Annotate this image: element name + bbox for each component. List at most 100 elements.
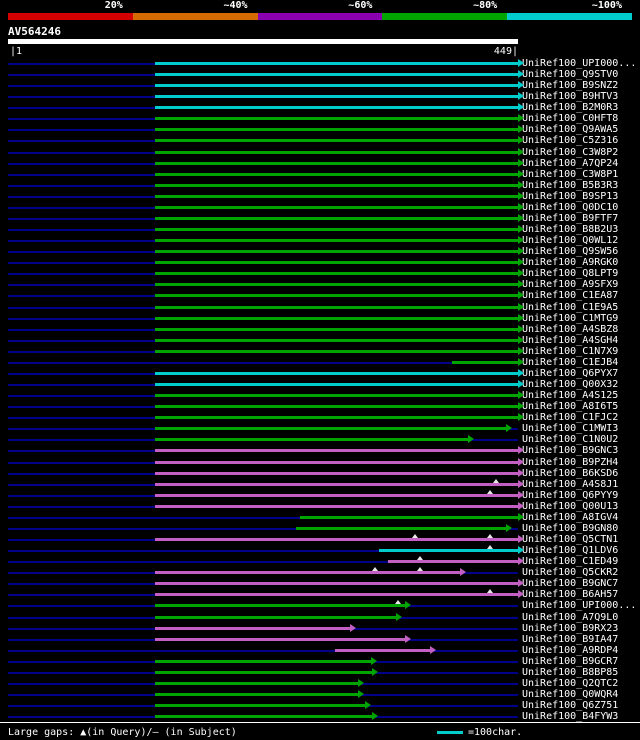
hit-label[interactable]: UniRef100_C5Z316	[522, 135, 619, 147]
hit-label[interactable]: UniRef100_Q9STV0	[522, 69, 619, 81]
hit-alignment-bar[interactable]	[335, 645, 436, 654]
hit-label[interactable]: UniRef100_Q0WL12	[522, 235, 619, 247]
hit-alignment-bar[interactable]	[155, 70, 524, 79]
hit-alignment-bar[interactable]	[155, 478, 524, 488]
hit-label[interactable]: UniRef100_A7QP24	[522, 157, 619, 169]
hit-label[interactable]: UniRef100_Q6PYY9	[522, 489, 619, 501]
hit-alignment-bar[interactable]	[155, 213, 524, 222]
hit-label[interactable]: UniRef100_C1MWI3	[522, 423, 619, 435]
hit-label[interactable]: UniRef100_A8I6T5	[522, 401, 619, 413]
hit-alignment-bar[interactable]	[155, 424, 512, 433]
hit-label[interactable]: UniRef100_Q6PYX7	[522, 367, 619, 379]
hit-alignment-bar[interactable]	[155, 302, 524, 311]
hit-label[interactable]: UniRef100_Q6Z751	[522, 700, 619, 712]
hit-alignment-bar[interactable]	[155, 324, 524, 333]
hit-label[interactable]: UniRef100_A9RDP4	[522, 644, 619, 656]
hit-alignment-bar[interactable]	[155, 402, 524, 411]
hit-alignment-bar[interactable]	[155, 391, 524, 400]
hit-alignment-bar[interactable]	[155, 567, 467, 577]
hit-alignment-bar[interactable]	[155, 136, 524, 145]
hit-alignment-bar[interactable]	[155, 103, 524, 112]
hit-alignment-bar[interactable]	[155, 180, 524, 189]
hit-alignment-bar[interactable]	[155, 380, 524, 389]
hit-alignment-bar[interactable]	[155, 269, 524, 278]
hit-alignment-bar[interactable]	[387, 556, 524, 566]
hit-label[interactable]: UniRef100_Q2QTC2	[522, 677, 619, 689]
hit-label[interactable]: UniRef100_B9GN80	[522, 522, 619, 534]
hit-alignment-bar[interactable]	[155, 291, 524, 300]
hit-alignment-bar[interactable]	[155, 125, 524, 134]
hit-alignment-bar[interactable]	[155, 667, 378, 676]
hit-alignment-bar[interactable]	[155, 59, 524, 67]
hit-alignment-bar[interactable]	[155, 579, 524, 588]
hit-label[interactable]: UniRef100_C1ED49	[522, 556, 619, 568]
hit-alignment-bar[interactable]	[155, 501, 524, 510]
hit-alignment-bar[interactable]	[155, 258, 524, 267]
hit-alignment-bar[interactable]	[155, 247, 524, 256]
hit-alignment-bar[interactable]	[155, 368, 524, 377]
hit-alignment-bar[interactable]	[378, 545, 524, 555]
hit-label[interactable]: UniRef100_UPI000...	[522, 58, 637, 69]
hit-alignment-bar[interactable]	[155, 689, 365, 698]
hit-alignment-bar[interactable]	[155, 712, 378, 721]
hit-alignment-bar[interactable]	[155, 446, 524, 455]
hit-label[interactable]: UniRef100_B4FYW3	[522, 711, 619, 723]
hit-alignment-bar[interactable]	[155, 158, 524, 167]
hit-label[interactable]: UniRef100_B9FTF7	[522, 212, 619, 224]
hit-label[interactable]: UniRef100_Q0WQR4	[522, 688, 619, 700]
hit-label[interactable]: UniRef100_C1FJC2	[522, 412, 619, 424]
hit-label[interactable]: UniRef100_Q0DC10	[522, 201, 619, 213]
hit-alignment-bar[interactable]	[155, 678, 365, 687]
hit-alignment-bar[interactable]	[155, 346, 524, 355]
hit-label[interactable]: UniRef100_B6KSD6	[522, 467, 619, 479]
hit-alignment-bar[interactable]	[155, 81, 524, 90]
hit-label[interactable]: UniRef100_A4SGH4	[522, 334, 619, 346]
hit-alignment-bar[interactable]	[155, 489, 524, 499]
hit-label[interactable]: UniRef100_A8IGV4	[522, 511, 619, 523]
hit-label[interactable]: UniRef100_C3W8P1	[522, 168, 619, 180]
hit-label[interactable]: UniRef100_A4SBZ8	[522, 323, 619, 335]
hit-label[interactable]: UniRef100_B8B2U3	[522, 224, 619, 236]
hit-label[interactable]: UniRef100_A7Q9L0	[522, 611, 619, 623]
hit-label[interactable]: UniRef100_Q5CKR2	[522, 567, 619, 579]
hit-alignment-bar[interactable]	[155, 114, 524, 123]
hit-label[interactable]: UniRef100_Q00X32	[522, 379, 619, 391]
hit-alignment-bar[interactable]	[155, 335, 524, 344]
hit-label[interactable]: UniRef100_Q9AWA5	[522, 124, 619, 136]
hit-alignment-bar[interactable]	[155, 612, 402, 621]
hit-alignment-bar[interactable]	[155, 701, 371, 710]
hit-label[interactable]: UniRef100_B8BP85	[522, 666, 619, 678]
hit-alignment-bar[interactable]	[155, 92, 524, 101]
hit-alignment-bar[interactable]	[155, 623, 357, 632]
hit-alignment-bar[interactable]	[155, 634, 411, 643]
hit-label[interactable]: UniRef100_UPI000...	[522, 600, 637, 612]
hit-alignment-bar[interactable]	[155, 236, 524, 245]
hit-label[interactable]: UniRef100_B9GNC3	[522, 445, 619, 457]
hit-label[interactable]: UniRef100_B9RX23	[522, 622, 619, 634]
hit-alignment-bar[interactable]	[155, 202, 524, 211]
hit-label[interactable]: UniRef100_C1MTG9	[522, 312, 619, 324]
hit-label[interactable]: UniRef100_A9SFX9	[522, 279, 619, 291]
hit-alignment-bar[interactable]	[155, 225, 524, 234]
hit-alignment-bar[interactable]	[155, 534, 524, 543]
hit-alignment-bar[interactable]	[155, 600, 411, 610]
hit-label[interactable]: UniRef100_B9GCR7	[522, 655, 619, 667]
hit-alignment-bar[interactable]	[452, 357, 524, 366]
hit-label[interactable]: UniRef100_C0HFT8	[522, 113, 619, 125]
hit-label[interactable]: UniRef100_B9IA47	[522, 633, 619, 645]
hit-label[interactable]: UniRef100_C1N7X9	[522, 345, 619, 357]
hit-label[interactable]: UniRef100_B2M0R3	[522, 102, 619, 114]
hit-label[interactable]: UniRef100_B9HTV3	[522, 91, 619, 103]
hit-alignment-bar[interactable]	[155, 191, 524, 200]
hit-label[interactable]: UniRef100_B9GNC7	[522, 578, 619, 590]
hit-alignment-bar[interactable]	[155, 656, 377, 665]
hit-alignment-bar[interactable]	[300, 512, 524, 521]
hit-alignment-bar[interactable]	[155, 169, 524, 178]
hit-label[interactable]: UniRef100_B6AH57	[522, 589, 619, 601]
hit-alignment-bar[interactable]	[155, 457, 524, 466]
hit-label[interactable]: UniRef100_Q1LDV6	[522, 545, 619, 557]
hit-label[interactable]: UniRef100_C1EA87	[522, 290, 619, 302]
hit-alignment-bar[interactable]	[155, 468, 524, 477]
hit-alignment-bar[interactable]	[155, 280, 524, 289]
hit-label[interactable]: UniRef100_A4S125	[522, 390, 619, 402]
